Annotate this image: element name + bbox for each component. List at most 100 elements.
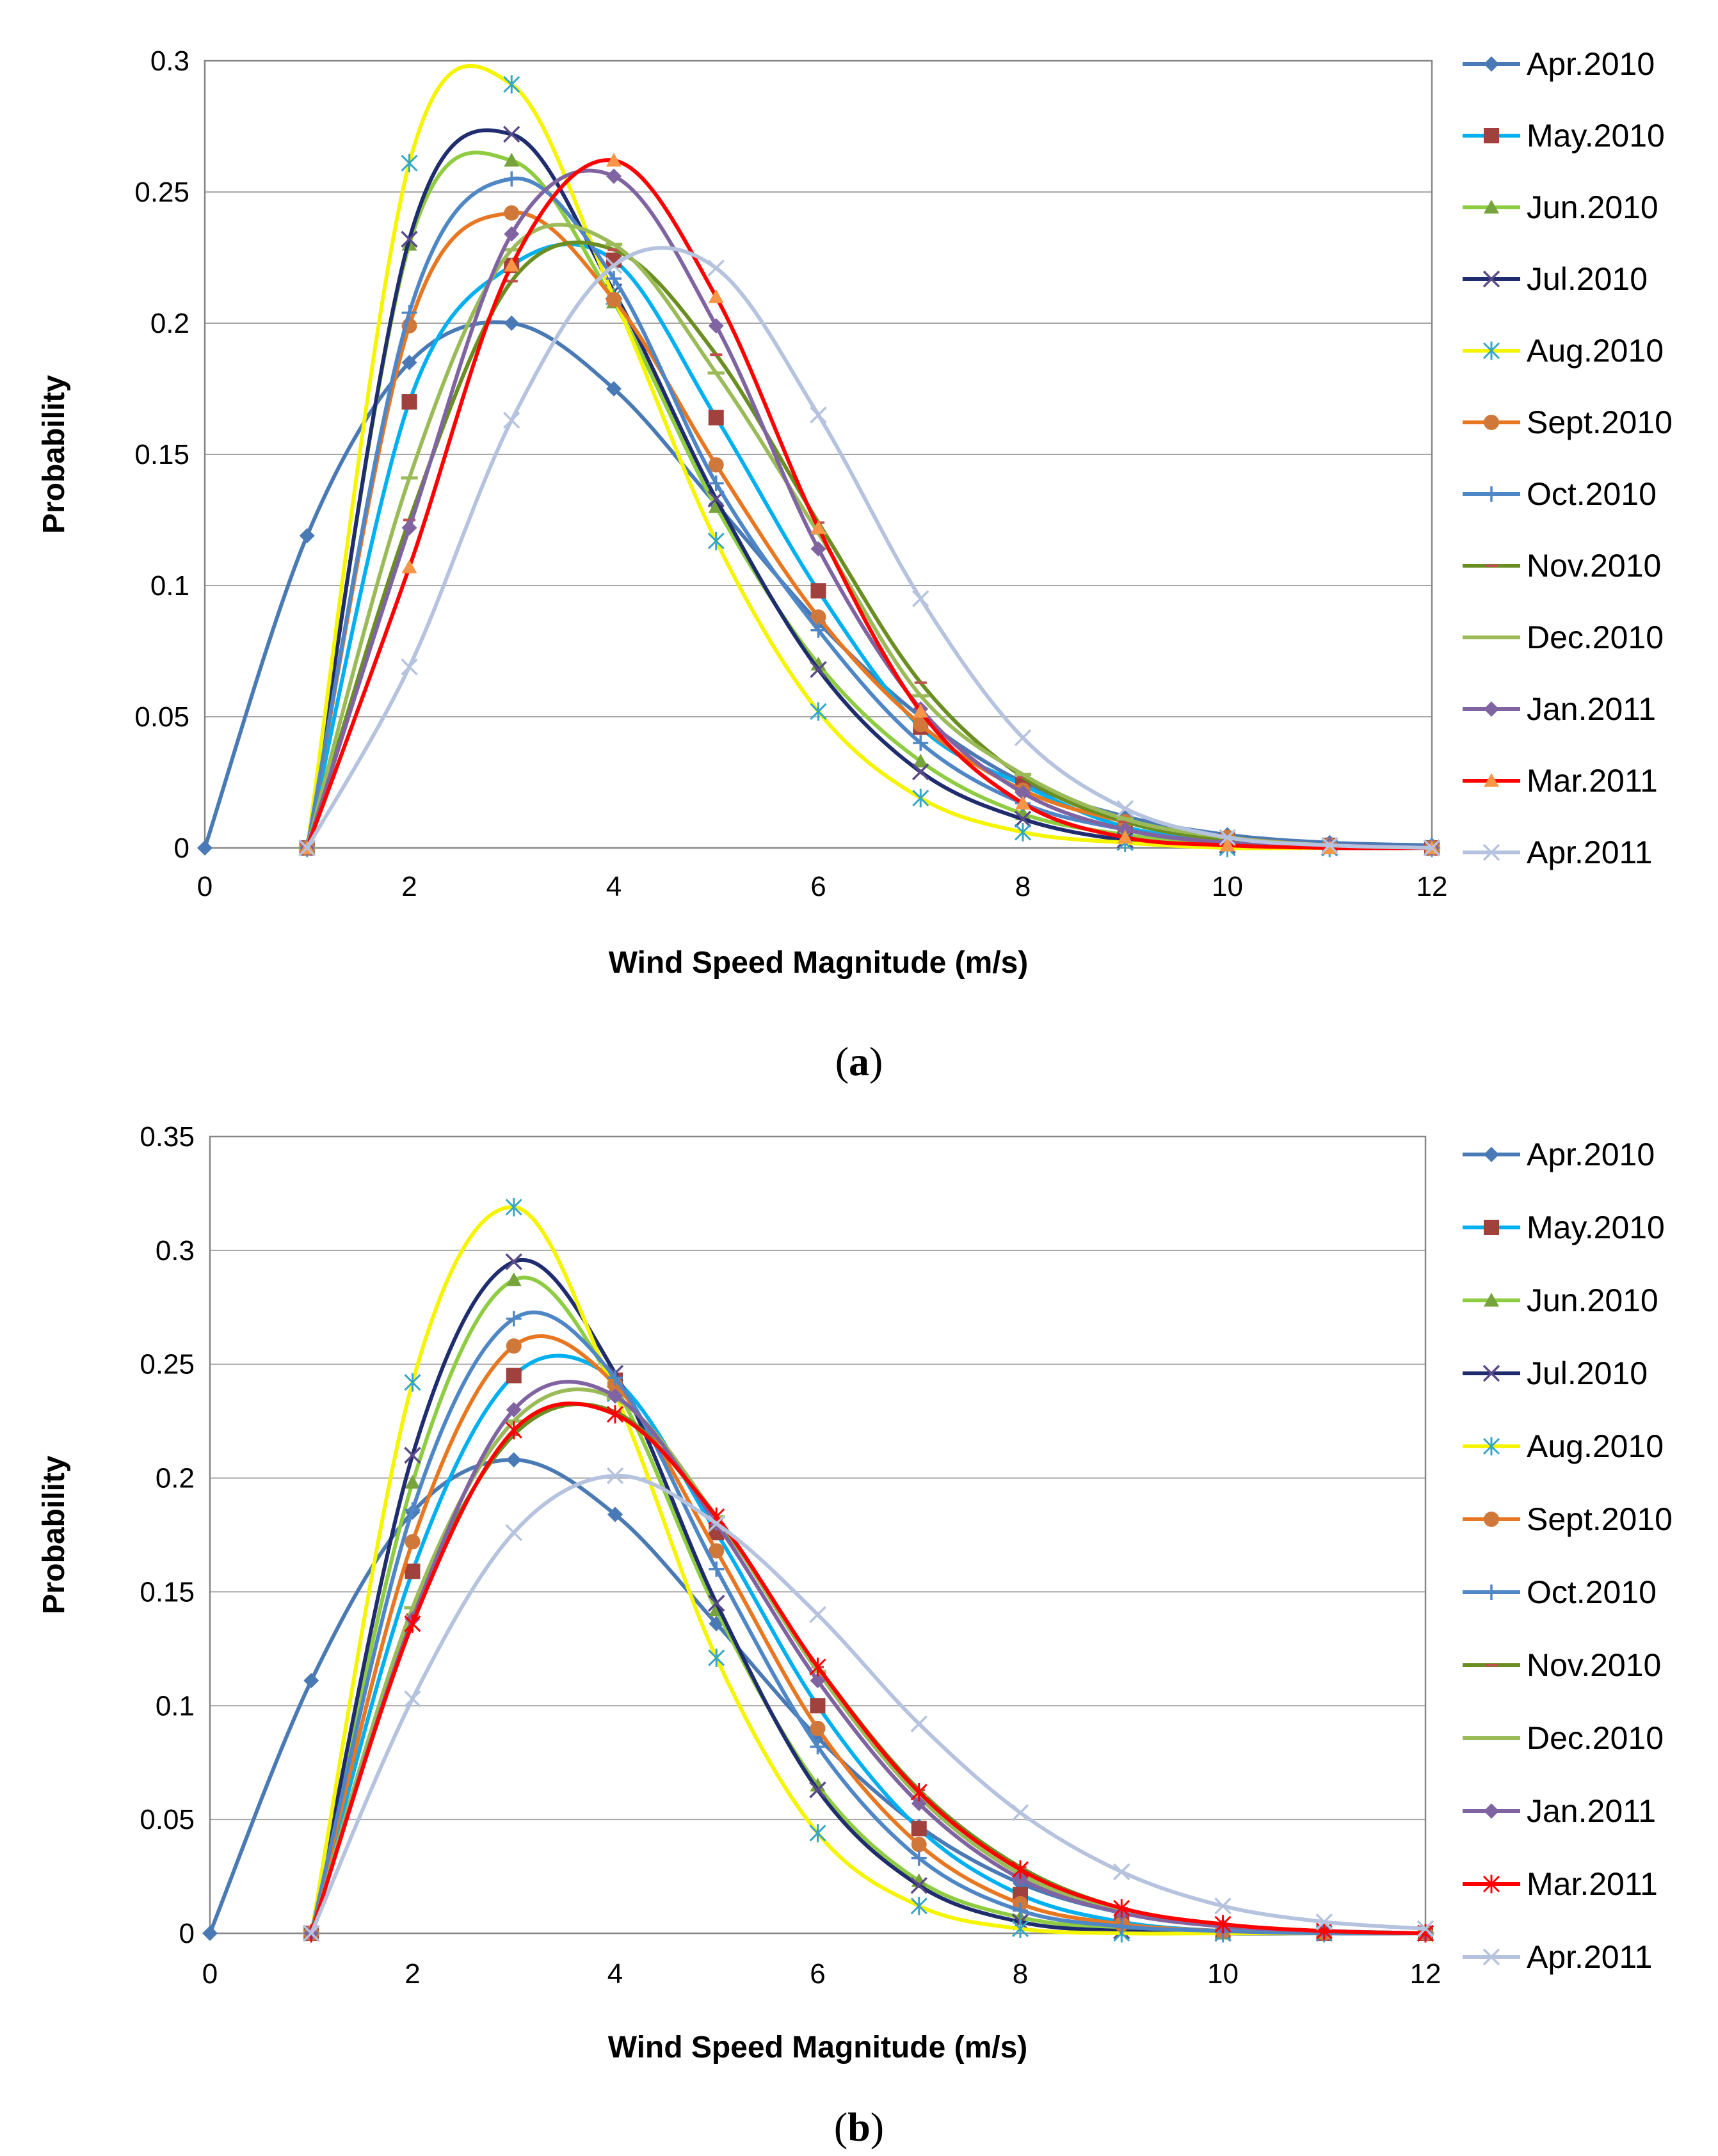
series-Aug.2010 — [298, 63, 1441, 858]
legend-entry: May.2010 — [1463, 1210, 1665, 1245]
data-point — [405, 1563, 421, 1579]
legend-label: Dec.2010 — [1527, 1720, 1664, 1756]
legend-marker — [1482, 341, 1500, 360]
caption-b: (b) — [834, 2104, 884, 2150]
x-tick-label: 6 — [810, 871, 826, 902]
data-point — [506, 1368, 522, 1384]
x-tick-label: 12 — [1410, 1958, 1441, 1990]
caption-a: (a) — [835, 1039, 883, 1084]
series-line — [305, 128, 1433, 850]
data-point — [1117, 829, 1133, 844]
data-point — [810, 520, 826, 534]
legend-label: Dec.2010 — [1527, 619, 1664, 655]
data-point — [708, 289, 724, 303]
legend-entry: Nov.2010 — [1463, 548, 1661, 584]
y-tick-label: 0.15 — [140, 1576, 195, 1608]
x-tick-label: 0 — [202, 1958, 218, 1990]
data-point — [607, 1506, 623, 1522]
data-point — [913, 753, 929, 768]
series-Apr.2011 — [303, 1467, 1434, 1942]
data-point — [503, 411, 520, 429]
legend-entry: Jun.2010 — [1463, 1282, 1658, 1318]
legend-entry: Oct.2010 — [1463, 1574, 1657, 1610]
data-point — [913, 735, 929, 751]
legend-entry: Jul.2010 — [1463, 261, 1648, 297]
data-point — [1011, 1804, 1029, 1821]
legend-entry: Mar.2011 — [1463, 763, 1658, 799]
legend-label: Jul.2010 — [1527, 1355, 1648, 1391]
legend-label: Jun.2010 — [1527, 1282, 1658, 1318]
data-point — [1214, 1897, 1232, 1915]
data-point — [1113, 1863, 1130, 1881]
data-point — [809, 1824, 826, 1842]
legend-label: Nov.2010 — [1527, 548, 1661, 584]
data-point — [1014, 810, 1032, 828]
y-tick-label: 0.25 — [134, 177, 189, 208]
data-point — [1011, 1860, 1029, 1879]
data-point — [1014, 823, 1032, 842]
series-Aug.2010 — [303, 1197, 1434, 1943]
data-point — [504, 257, 520, 272]
data-point — [405, 1502, 421, 1518]
legend-marker — [1484, 200, 1499, 214]
data-point — [303, 1924, 320, 1942]
data-point — [1116, 800, 1134, 817]
data-point — [708, 1594, 725, 1612]
x-tick-label: 0 — [197, 871, 213, 902]
series-Mar.2011 — [303, 1401, 1434, 1943]
data-point — [504, 205, 520, 221]
data-point — [810, 1739, 826, 1755]
series-line — [309, 1387, 1426, 1935]
legend-entry: Jan.2011 — [1463, 691, 1656, 727]
data-point — [708, 318, 724, 334]
data-point — [503, 75, 520, 94]
legend-marker — [1484, 1220, 1499, 1235]
legend-marker — [1482, 1874, 1500, 1894]
series-line — [305, 158, 1433, 850]
series-line — [305, 246, 1433, 850]
series-Dec.2010 — [298, 223, 1441, 850]
data-point — [405, 1534, 421, 1550]
legend-entry: May.2010 — [1463, 118, 1665, 154]
plot-area — [209, 1135, 1427, 1935]
legend-marker — [1482, 843, 1500, 861]
legend-label: Aug.2010 — [1527, 1428, 1664, 1464]
legend-marker — [1482, 1437, 1500, 1456]
data-point — [912, 763, 929, 781]
data-point — [809, 1781, 826, 1799]
legend-entry: Oct.2010 — [1463, 476, 1657, 512]
series-line — [305, 240, 1433, 850]
legend-label: Nov.2010 — [1527, 1647, 1661, 1683]
data-point — [911, 1850, 927, 1866]
y-tick-label: 0.3 — [150, 45, 189, 77]
data-point — [404, 1614, 421, 1633]
data-point — [401, 658, 418, 676]
data-point — [912, 788, 929, 808]
data-point — [911, 1837, 927, 1853]
y-tick-label: 0.25 — [140, 1349, 195, 1380]
series-Jul.2010 — [303, 1253, 1434, 1942]
data-point — [607, 1388, 623, 1404]
data-point — [401, 154, 418, 173]
data-point — [910, 1715, 927, 1732]
legend-marker — [1484, 415, 1499, 430]
data-point — [1013, 1903, 1028, 1919]
x-tick-label: 2 — [401, 871, 417, 902]
data-point — [606, 292, 622, 308]
y-tick-label: 0 — [174, 833, 189, 864]
series-line — [305, 176, 1433, 850]
data-point — [809, 1657, 826, 1677]
legend-label: Apr.2010 — [1527, 46, 1655, 82]
x-tick-label: 6 — [810, 1958, 825, 1990]
data-point — [401, 559, 417, 573]
series-line — [305, 168, 1433, 850]
data-point — [506, 1311, 522, 1327]
legend-label: Apr.2011 — [1527, 1939, 1652, 1975]
data-point — [404, 1373, 421, 1392]
data-point — [709, 1543, 725, 1559]
x-tick-label: 2 — [405, 1958, 420, 1990]
data-point — [506, 1401, 522, 1417]
data-point — [1015, 795, 1031, 810]
series-Sept.2010 — [299, 205, 1440, 856]
